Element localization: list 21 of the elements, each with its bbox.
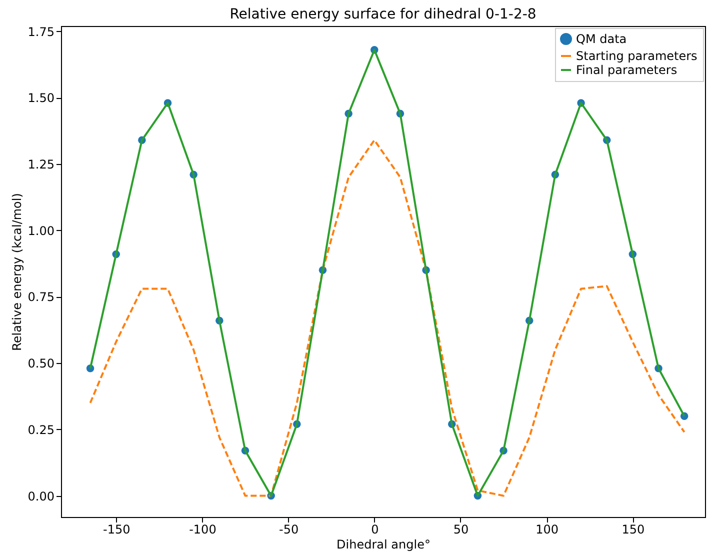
x-tick-label: -100 [189, 522, 216, 536]
x-tick-label: -150 [102, 522, 130, 536]
x-tick-label: -50 [278, 522, 299, 536]
x-tick-label: 100 [536, 522, 559, 536]
y-tick-label: 1.50 [28, 91, 54, 106]
y-tick-label: 0.75 [28, 290, 54, 304]
legend-label: QM data [576, 32, 627, 46]
chart-title: Relative energy surface for dihedral 0-1-2-8 [230, 6, 536, 22]
y-tick-label: 1.25 [28, 158, 54, 172]
x-axis-title: Dihedral angle° [336, 538, 430, 552]
y-axis-title: Relative energy (kcal/mol) [10, 193, 24, 351]
x-tick-label: 0 [371, 522, 379, 536]
legend-label: Starting parameters [576, 49, 698, 63]
y-tick-label: 1.00 [28, 224, 54, 238]
x-tick-label: 50 [453, 522, 469, 536]
y-tick-label: 1.75 [28, 24, 54, 39]
x-tick-label: 150 [622, 522, 645, 536]
y-tick-label: 0.50 [28, 356, 54, 371]
legend-label: Final parameters [576, 63, 678, 77]
y-tick-label: 0.00 [28, 489, 54, 504]
y-tick-label: 0.25 [28, 422, 54, 437]
